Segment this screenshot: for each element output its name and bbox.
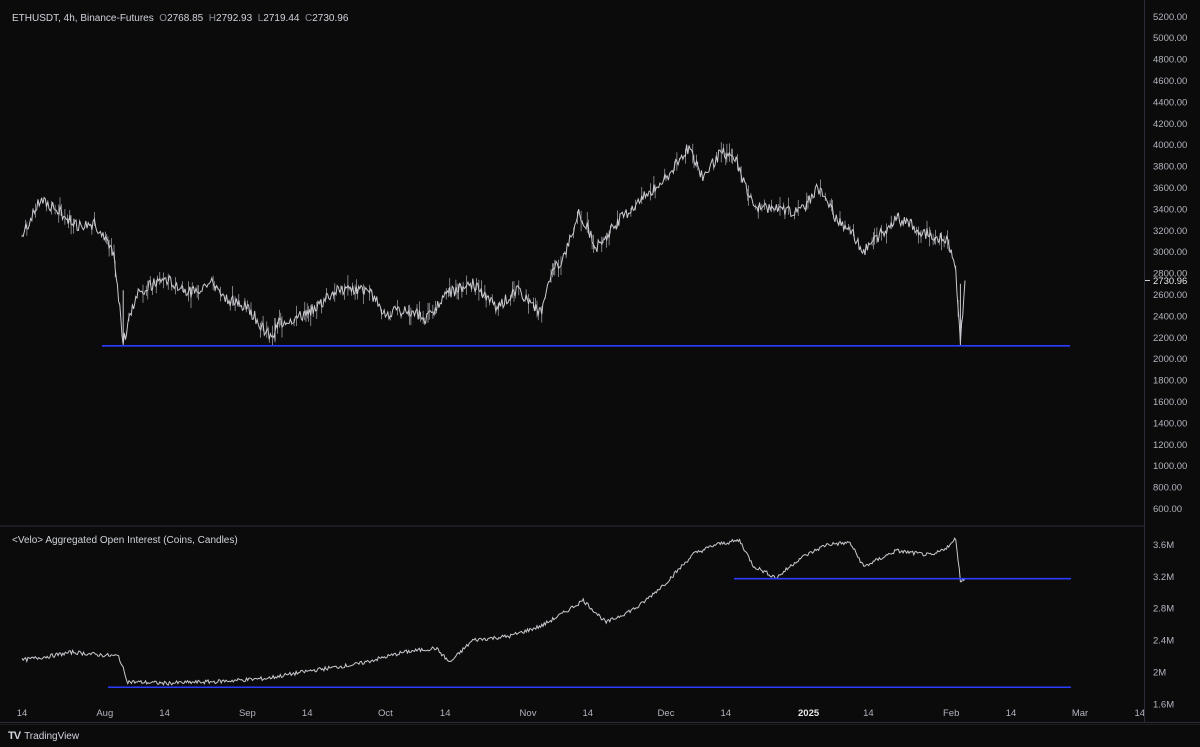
price-pane bbox=[21, 142, 1070, 347]
price-tick-label: 1000.00 bbox=[1153, 461, 1187, 472]
oi-tick-label: 3.2M bbox=[1153, 572, 1174, 583]
open-interest-series bbox=[21, 537, 966, 687]
time-tick-label: 14 bbox=[159, 708, 170, 719]
time-tick-label: Dec bbox=[658, 708, 675, 719]
price-tick-label: 4800.00 bbox=[1153, 55, 1187, 66]
time-tick-label: 2025 bbox=[798, 708, 820, 719]
low-value: 2719.44 bbox=[263, 13, 300, 24]
oi-tick-label: 2.8M bbox=[1153, 604, 1174, 615]
symbol-legend: ETHUSDT, 4h, Binance-Futures O2768.85 H2… bbox=[12, 13, 348, 24]
time-tick-label: 14 bbox=[583, 708, 594, 719]
price-tick-label: 3600.00 bbox=[1153, 183, 1187, 194]
close-value: 2730.96 bbox=[312, 13, 349, 24]
time-tick-label: 14 bbox=[302, 708, 313, 719]
time-tick-label: 14 bbox=[1135, 708, 1146, 719]
time-axis: 14 Aug 14 Sep 14 Oct 14 Nov 14 Dec 14 2025 14 Feb 14 Ma… bbox=[17, 708, 1145, 719]
time-tick-label: Feb bbox=[943, 708, 959, 719]
price-tick-label: 3800.00 bbox=[1153, 162, 1187, 173]
high-key: H bbox=[208, 13, 217, 24]
open-interest-pane bbox=[21, 537, 1071, 689]
time-tick-label: Sep bbox=[239, 708, 256, 719]
time-tick-label: Oct bbox=[378, 708, 393, 719]
price-tick-label: 1800.00 bbox=[1153, 376, 1187, 387]
price-tick-label: 4400.00 bbox=[1153, 97, 1187, 108]
time-tick-label: 14 bbox=[863, 708, 874, 719]
oi-legend: <Velo> Aggregated Open Interest (Coins, … bbox=[12, 535, 238, 546]
price-tick-label: 1200.00 bbox=[1153, 440, 1187, 451]
time-tick-label: Aug bbox=[96, 708, 113, 719]
footer: TV TradingView bbox=[0, 724, 1200, 747]
tradingview-logo[interactable]: TV TradingView bbox=[8, 730, 79, 742]
price-tick-label: 800.00 bbox=[1153, 483, 1182, 494]
last-price-label: 2730.96 bbox=[1153, 276, 1187, 287]
open-interest-axis: 3.6M 3.2M 2.8M 2.4M 2M 1.6M bbox=[1153, 540, 1174, 711]
price-tick-label: 4000.00 bbox=[1153, 140, 1187, 151]
oi-tick-label: 2.4M bbox=[1153, 636, 1174, 647]
oi-tick-label: 1.6M bbox=[1153, 700, 1174, 711]
price-tick-label: 4600.00 bbox=[1153, 76, 1187, 87]
price-tick-label: 2600.00 bbox=[1153, 290, 1187, 301]
time-tick-label: Nov bbox=[520, 708, 537, 719]
high-value: 2792.93 bbox=[216, 13, 253, 24]
open-key: O bbox=[159, 13, 168, 24]
price-tick-label: 600.00 bbox=[1153, 504, 1182, 515]
price-axis: 5200.00 5000.00 4800.00 4600.00 4400.00 4200.… bbox=[1144, 12, 1187, 515]
price-tick-label: 1400.00 bbox=[1153, 418, 1187, 429]
price-tick-label: 5000.00 bbox=[1153, 33, 1187, 44]
time-tick-label: Mar bbox=[1072, 708, 1088, 719]
price-tick-label: 1600.00 bbox=[1153, 397, 1187, 408]
tradingview-logo-icon: TV bbox=[8, 730, 21, 742]
price-tick-label: 2800.00 bbox=[1153, 269, 1187, 280]
eth-price-series bbox=[21, 142, 966, 346]
price-tick-label: 3400.00 bbox=[1153, 204, 1187, 215]
time-tick-label: 14 bbox=[721, 708, 732, 719]
price-tick-label: 4200.00 bbox=[1153, 119, 1187, 130]
price-tick-label: 2400.00 bbox=[1153, 311, 1187, 322]
price-tick-label: 3000.00 bbox=[1153, 247, 1187, 258]
symbol-title: ETHUSDT, 4h, Binance-Futures bbox=[12, 13, 154, 24]
series-line bbox=[21, 537, 966, 687]
time-tick-label: 14 bbox=[440, 708, 451, 719]
open-value: 2768.85 bbox=[167, 13, 204, 24]
close-key: C bbox=[305, 13, 313, 24]
low-key: L bbox=[257, 13, 264, 24]
price-tick-label: 5200.00 bbox=[1153, 12, 1187, 23]
price-tick-label: 2000.00 bbox=[1153, 354, 1187, 365]
oi-tick-label: 3.6M bbox=[1153, 540, 1174, 551]
brand-name: TradingView bbox=[24, 730, 80, 742]
price-tick-label: 3200.00 bbox=[1153, 226, 1187, 237]
time-tick-label: 14 bbox=[1006, 708, 1017, 719]
time-tick-label: 14 bbox=[17, 708, 28, 719]
price-tick-label: 2200.00 bbox=[1153, 333, 1187, 344]
oi-tick-label: 2M bbox=[1153, 668, 1166, 679]
series-line bbox=[21, 144, 966, 345]
